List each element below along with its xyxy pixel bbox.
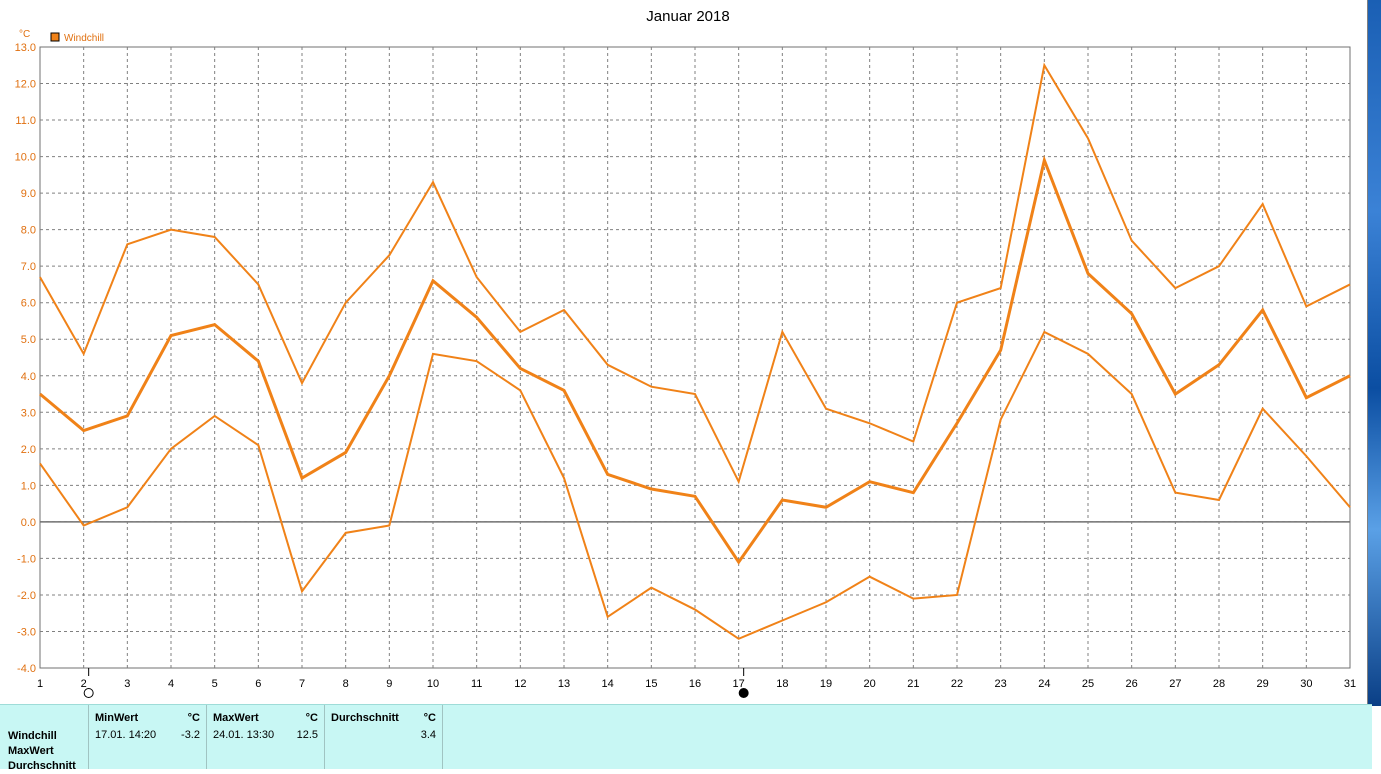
y-tick-label: -4.0 bbox=[17, 663, 36, 675]
chart: 13.012.011.010.09.08.07.06.05.04.03.02.0… bbox=[15, 8, 1356, 698]
row-label-maxwert: MaxWert bbox=[8, 745, 54, 757]
y-tick-label: 13.0 bbox=[15, 42, 36, 54]
max-value: 12.5 bbox=[296, 729, 318, 741]
min-value: -3.2 bbox=[181, 729, 200, 741]
x-tick-label: 28 bbox=[1213, 678, 1225, 690]
y-tick-label: 10.0 bbox=[15, 152, 36, 164]
y-tick-label: 4.0 bbox=[21, 371, 36, 383]
avg-header: Durchschnitt bbox=[331, 712, 399, 724]
row-label-windchill: Windchill bbox=[8, 730, 57, 742]
y-tick-label: 0.0 bbox=[21, 517, 36, 529]
max-date: 24.01. 13:30 bbox=[213, 729, 275, 741]
desktop-edge bbox=[1356, 0, 1381, 706]
y-tick-label: 3.0 bbox=[21, 407, 36, 419]
y-tick-label: -2.0 bbox=[17, 590, 36, 602]
x-tick-label: 10 bbox=[427, 678, 439, 690]
y-tick-label: 11.0 bbox=[15, 115, 36, 127]
x-tick-label: 24 bbox=[1038, 678, 1050, 690]
x-tick-label: 5 bbox=[212, 678, 218, 690]
y-tick-label: 6.0 bbox=[21, 298, 36, 310]
avg-column: Durchschnitt °C 3.4 bbox=[324, 705, 443, 769]
x-tick-label: 20 bbox=[864, 678, 876, 690]
x-tick-label: 1 bbox=[37, 678, 43, 690]
x-tick-label: 3 bbox=[124, 678, 130, 690]
y-tick-label: -3.0 bbox=[17, 626, 36, 638]
x-tick-label: 21 bbox=[907, 678, 919, 690]
y-tick-label: 12.0 bbox=[15, 79, 36, 91]
x-tick-label: 26 bbox=[1126, 678, 1138, 690]
x-tick-label: 15 bbox=[645, 678, 657, 690]
x-tick-label: 30 bbox=[1300, 678, 1312, 690]
x-tick-label: 18 bbox=[776, 678, 788, 690]
x-tick-label: 22 bbox=[951, 678, 963, 690]
x-tick-label: 27 bbox=[1169, 678, 1181, 690]
min-column: MinWert °C 17.01. 14:20 -3.2 bbox=[88, 705, 206, 769]
max-column: MaxWert °C 24.01. 13:30 12.5 bbox=[206, 705, 324, 769]
window-divider bbox=[1367, 0, 1368, 706]
avg-unit: °C bbox=[423, 712, 436, 724]
stats-panel: Windchill MaxWert Durchschnitt MinWert °… bbox=[0, 704, 1372, 772]
x-tick-label: 4 bbox=[168, 678, 174, 690]
max-header: MaxWert bbox=[213, 712, 259, 724]
y-tick-label: 1.0 bbox=[21, 480, 36, 492]
x-tick-label: 13 bbox=[558, 678, 570, 690]
y-tick-label: 8.0 bbox=[21, 225, 36, 237]
stats-row-labels: Windchill MaxWert Durchschnitt bbox=[8, 729, 76, 774]
new-moon-icon bbox=[738, 688, 749, 698]
x-tick-label: 29 bbox=[1257, 678, 1269, 690]
series-line-max bbox=[39, 62, 1351, 485]
x-tick-label: 8 bbox=[343, 678, 349, 690]
series-line-min bbox=[39, 330, 1351, 640]
x-tick-label: 17 bbox=[733, 678, 745, 690]
avg-value: 3.4 bbox=[420, 729, 436, 741]
x-tick-label: 25 bbox=[1082, 678, 1094, 690]
y-tick-label: 5.0 bbox=[21, 334, 36, 346]
series-line-avg bbox=[39, 155, 1351, 565]
x-tick-label: 11 bbox=[471, 678, 482, 690]
x-tick-label: 19 bbox=[820, 678, 832, 690]
x-tick-label: 23 bbox=[995, 678, 1007, 690]
legend-swatch bbox=[50, 32, 60, 42]
desktop-background bbox=[1368, 0, 1381, 706]
x-tick-label: 12 bbox=[514, 678, 526, 690]
x-tick-label: 7 bbox=[299, 678, 305, 690]
plot-frame bbox=[39, 46, 1351, 669]
y-tick-label: 7.0 bbox=[21, 261, 36, 273]
y-unit-label: °C bbox=[19, 29, 30, 40]
x-tick-label: 6 bbox=[255, 678, 261, 690]
x-tick-label: 16 bbox=[689, 678, 701, 690]
x-tick-label: 9 bbox=[386, 678, 392, 690]
y-tick-label: -1.0 bbox=[17, 553, 36, 565]
chart-title: Januar 2018 bbox=[646, 8, 729, 25]
row-label-durchschnitt: Durchschnitt bbox=[8, 760, 76, 772]
x-tick-label: 31 bbox=[1344, 678, 1356, 690]
x-tick-label: 2 bbox=[81, 678, 87, 690]
legend-label: Windchill bbox=[64, 33, 104, 44]
y-tick-label: 9.0 bbox=[21, 188, 36, 200]
max-unit: °C bbox=[305, 712, 318, 724]
min-date: 17.01. 14:20 bbox=[95, 729, 157, 741]
y-tick-label: 2.0 bbox=[21, 444, 36, 456]
min-header: MinWert bbox=[95, 712, 139, 724]
x-tick-label: 14 bbox=[602, 678, 614, 690]
full-moon-icon bbox=[83, 688, 94, 698]
min-unit: °C bbox=[187, 712, 200, 724]
